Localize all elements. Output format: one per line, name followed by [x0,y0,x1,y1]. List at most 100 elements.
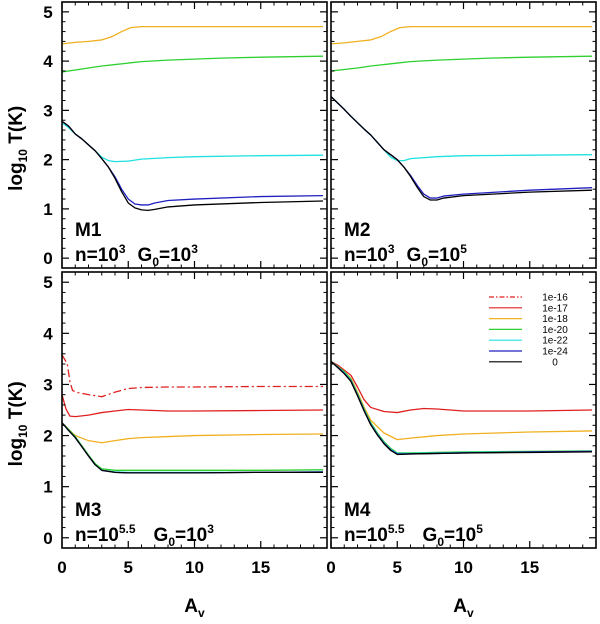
density-base: n=10 [344,245,388,266]
series-line-1e-18 [331,25,593,45]
panel-frame [61,1,328,269]
density-base: n=10 [344,525,388,546]
y-tick-label: 1 [43,200,52,219]
y-title-suffix: T(K) [6,106,27,149]
x-tick-label: 5 [393,558,402,577]
legend-label: 1e-24 [542,347,568,358]
field-base: =10 [444,525,476,546]
series-line-1e-24 [331,96,593,199]
field-base: =10 [159,245,191,266]
field-base: =10 [428,245,460,266]
field-subscript: 0 [421,255,428,269]
field-symbol: G [423,525,438,546]
y-axis-title: log10 T(K) [6,381,30,466]
series-line-0 [331,360,593,456]
x-tick-label: 10 [185,558,204,577]
x-tick-label: 15 [251,558,270,577]
series-group [62,354,324,474]
series-line-1e-22 [331,96,593,162]
series-line-1e-24 [62,120,324,206]
panel-label: M1 [75,220,102,241]
x-axis-title: Av [453,596,474,620]
field-subscript: 0 [152,255,159,269]
x-title-subscript: v [198,606,205,620]
series-group [331,360,593,456]
y-tick-label: 3 [43,375,52,394]
y-tick-label: 0 [43,249,52,268]
series-line-1e-24 [62,422,324,474]
x-title-main: A [184,596,198,617]
panel-m2: M2n=103 G0=105 [330,1,597,269]
series-line-0 [331,96,593,201]
series-group [331,25,593,201]
x-tick-label: 10 [454,558,473,577]
x-tick-label: 15 [520,558,539,577]
field-exponent: 3 [191,242,198,256]
y-tick-label: 5 [43,273,52,292]
density-exponent: 5.5 [388,522,405,536]
y-tick-label: 2 [43,151,52,170]
x-title-subscript: v [467,606,474,620]
series-group [62,25,324,212]
series-line-1e-20 [331,55,593,72]
y-tick-label: 3 [43,101,52,120]
density-base: n=10 [75,525,119,546]
field-symbol: G [138,245,153,266]
legend-label: 1e-16 [542,293,568,304]
panel-params: n=105.5 G0=103 [75,522,214,549]
panel-params: n=105.5 G0=105 [344,522,483,549]
field-exponent: 3 [207,522,214,536]
legend-label: 1e-20 [542,325,568,336]
series-line-1e-18 [331,360,593,441]
series-line-0 [62,120,324,212]
field-symbol: G [407,245,422,266]
x-tick-label: 0 [57,558,66,577]
series-line-1e-22 [62,422,324,474]
series-line-1e-20 [62,422,324,471]
y-title-subscript: 10 [16,424,30,438]
field-exponent: 5 [476,522,483,536]
x-tick-label: 5 [124,558,133,577]
panel-label: M3 [75,500,101,521]
legend-label: 0 [552,357,558,368]
legend-label: 1e-17 [542,303,568,314]
density-exponent: 3 [119,242,126,256]
series-line-1e-17 [62,394,324,418]
y-axis-title: log10 T(K) [6,106,30,191]
y-title-subscript: 10 [16,149,30,163]
field-base: =10 [175,525,207,546]
panel-label: M4 [344,500,371,521]
series-line-1e-22 [62,122,324,163]
field-subscript: 0 [168,535,175,549]
legend-label: 1e-22 [542,336,568,347]
panel-params: n=103 G0=105 [344,242,467,269]
series-line-1e-17 [331,360,593,414]
density-exponent: 3 [388,242,395,256]
y-title-main: log [6,162,27,191]
x-title-main: A [453,596,467,617]
y-tick-label: 2 [43,427,52,446]
y-tick-label: 4 [43,324,53,343]
y-tick-label: 4 [43,52,53,71]
x-axis-title: Av [184,596,205,620]
density-exponent: 5.5 [119,522,136,536]
y-tick-label: 0 [43,529,52,548]
y-tick-label: 5 [43,3,52,22]
y-title-main: log [6,438,27,467]
panel-label: M2 [344,220,370,241]
field-exponent: 5 [460,242,467,256]
field-subscript: 0 [437,535,444,549]
y-title-suffix: T(K) [6,381,27,424]
series-line-1e-18 [62,25,324,45]
y-tick-label: 1 [43,478,52,497]
series-line-1e-18 [62,422,324,444]
legend-label: 1e-18 [542,314,568,325]
series-line-1e-16 [62,354,324,398]
panel-params: n=103 G0=103 [75,242,198,269]
series-line-0 [62,422,324,474]
